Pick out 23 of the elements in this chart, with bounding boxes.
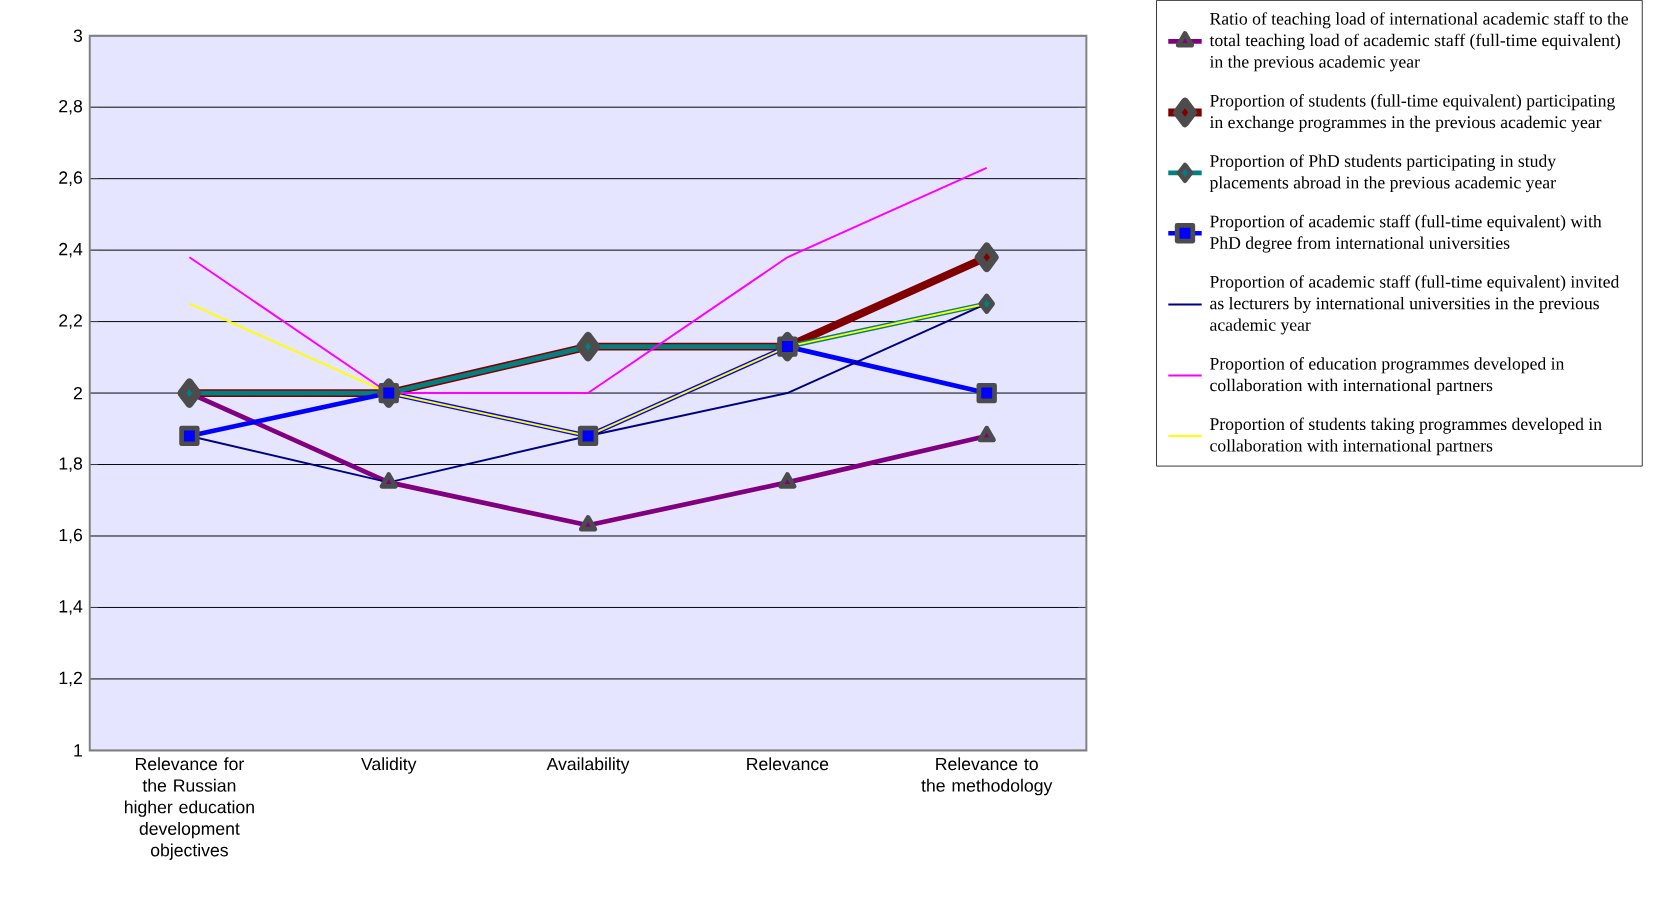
y-tick-label: 1,4: [59, 600, 83, 615]
y-tick-label: 2: [73, 386, 82, 400]
x-tick-label: Relevance: [747, 757, 829, 771]
legend-label: Proportion of students (full-time equivalent) participating in exchange programmes in the previous academic year: [1209, 94, 1615, 132]
x-tick-label: Relevance to the methodology: [921, 757, 1053, 796]
legend-label: Proportion of academic staff (full-time equivalent) with PhD degree from international universities: [1210, 214, 1602, 253]
legend-label: Proportion of education programmes developed in collaboration with international partners: [1210, 357, 1565, 395]
y-tick-label: 2,8: [59, 99, 83, 115]
legend-label: Proportion of PhD students participating in study placements abroad in the previous academic year: [1209, 154, 1557, 193]
y-tick-label: 1,8: [59, 457, 83, 472]
y-tick-label: 1,2: [59, 671, 82, 687]
legend-label: Proportion of academic staff (full-time equivalent) invited as lecturers by international universities in the previous academic year: [1210, 275, 1620, 335]
legend-label: Ratio of teaching load of international academic staff to the total teaching load of academic staff (full-time equivalent) in the previous academic year: [1209, 12, 1629, 72]
y-tick-label: 3: [73, 29, 83, 43]
y-tick-label: 2,2: [59, 314, 82, 329]
y-tick-label: 1: [74, 744, 82, 757]
x-tick-label: Validity: [361, 757, 417, 774]
y-tick-label: 2,4: [59, 242, 83, 258]
x-tick-label: Availability: [546, 757, 630, 774]
legend-label: Proportion of students taking programmes developed in collaboration with international partners: [1210, 417, 1602, 456]
x-tick-label: Relevance for the Russian higher education development objectives: [124, 757, 254, 860]
y-tick-label: 2,6: [59, 171, 83, 186]
y-tick-label: 1,6: [59, 528, 83, 544]
